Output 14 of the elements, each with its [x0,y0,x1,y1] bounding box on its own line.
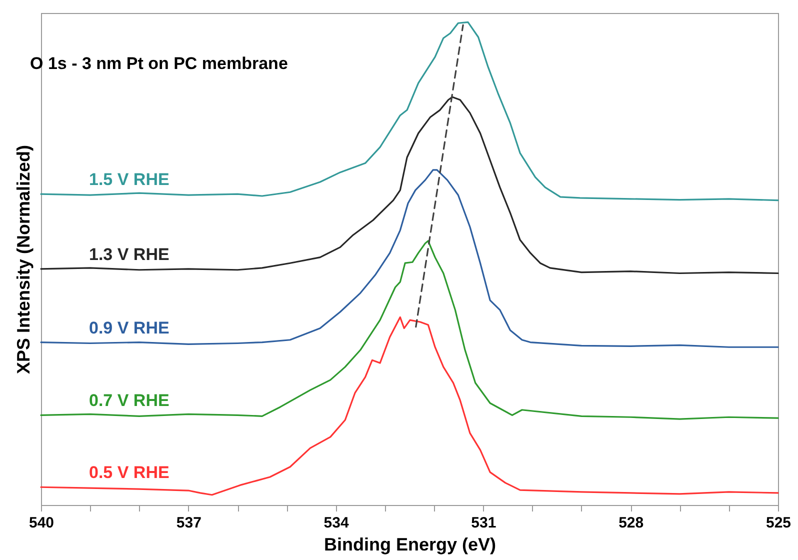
x-tick-label: 540 [28,514,54,532]
series-label: 1.3 V RHE [89,244,170,264]
y-axis-title: XPS Intensity (Normalized) [14,144,34,374]
series-label: 1.5 V RHE [89,170,170,190]
series-label: 0.5 V RHE [89,463,170,482]
x-axis-title: Binding Energy (eV) [324,534,496,554]
text: O 1s - 3 nm Pt on PC membrane [30,54,288,73]
x-tick-label: 525 [766,514,792,532]
x-tick-label: 534 [324,514,350,532]
series-label: 0.9 V RHE [89,318,170,338]
series-label: 0.7 V RHE [89,391,170,410]
x-tick-label: 528 [618,514,644,532]
x-tick-label: 537 [176,514,202,532]
x-tick-label: 531 [471,514,496,532]
